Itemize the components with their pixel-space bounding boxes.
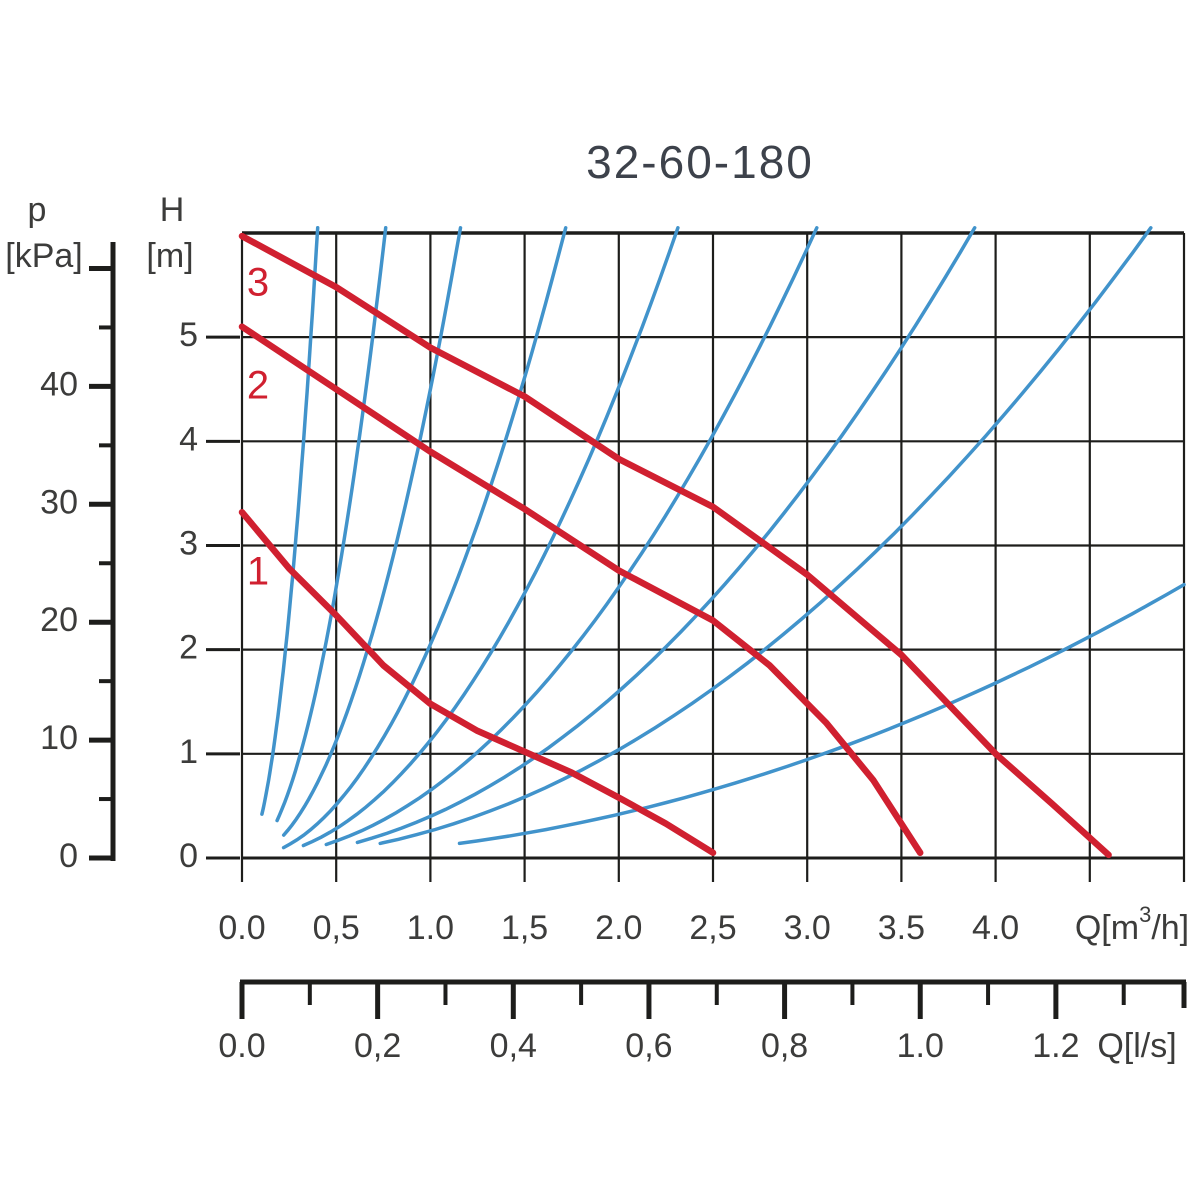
pressure-tick-label: 10 bbox=[40, 719, 78, 757]
head-tick-label: 1 bbox=[179, 733, 198, 771]
pump-curves: 3 2 1 bbox=[238, 232, 1112, 859]
flow-axis-unit-ls: Q[l/s] bbox=[1097, 1027, 1176, 1065]
flow-tick-label-ls: 0.0 bbox=[218, 1027, 265, 1065]
chart-title: 32-60-180 bbox=[586, 136, 814, 188]
flow-tick-label-ls: 1.2 bbox=[1032, 1027, 1079, 1065]
system-curve-4 bbox=[281, 226, 568, 850]
flow-tick-label-m3h: 1.0 bbox=[407, 909, 454, 947]
flow-tick-label-m3h: 0.0 bbox=[218, 909, 265, 947]
pressure-axis-name: p bbox=[28, 191, 47, 229]
flow-tick-label-m3h: 4.0 bbox=[972, 909, 1019, 947]
system-curve-2 bbox=[275, 226, 388, 823]
head-tick-label: 2 bbox=[179, 629, 198, 667]
head-tick-label: 3 bbox=[179, 524, 198, 562]
flow-tick-label-ls: 0,8 bbox=[761, 1027, 808, 1065]
axes bbox=[89, 242, 1187, 1019]
system-curve-3 bbox=[281, 226, 463, 837]
pressure-tick-label: 30 bbox=[40, 483, 78, 521]
head-tick-label: 0 bbox=[179, 837, 198, 875]
system-curves bbox=[260, 226, 1186, 850]
pump-curve-2 bbox=[238, 323, 924, 857]
flow-tick-label-m3h: 1,5 bbox=[501, 909, 548, 947]
pressure-tick-label: 40 bbox=[40, 365, 78, 403]
flow-tick-label-m3h: 3.0 bbox=[784, 909, 831, 947]
pump-curve-1 bbox=[238, 508, 717, 857]
flow-tick-label-m3h: 2,5 bbox=[689, 909, 736, 947]
flow-tick-label-m3h: 3.5 bbox=[878, 909, 925, 947]
pump-curve-label-1: 1 bbox=[247, 550, 269, 594]
system-curve-9 bbox=[457, 582, 1186, 846]
flow-tick-label-m3h: 2.0 bbox=[595, 909, 642, 947]
axis-labels: 0 1 2 3 4 5 H [m] 0 10 20 30 40 p [kPa] 0.0 0,5 1.0 1,5 2.0… bbox=[5, 191, 1189, 1065]
flow-axis-unit-m3h: Q[m3/h] bbox=[1075, 902, 1189, 947]
system-curve-5 bbox=[301, 226, 680, 848]
head-axis-name: H bbox=[160, 191, 185, 229]
grid bbox=[240, 231, 1186, 882]
head-axis-unit: [m] bbox=[146, 237, 193, 275]
flow-tick-label-ls: 1.0 bbox=[897, 1027, 944, 1065]
flow-tick-label-ls: 0,2 bbox=[354, 1027, 401, 1065]
pump-curve-label-2: 2 bbox=[247, 364, 269, 408]
flow-tick-label-ls: 0,4 bbox=[490, 1027, 537, 1065]
pressure-tick-label: 20 bbox=[40, 601, 78, 639]
head-tick-label: 5 bbox=[179, 316, 198, 354]
flow-tick-label-m3h: 0,5 bbox=[313, 909, 360, 947]
system-curve-8 bbox=[378, 226, 1153, 846]
pressure-axis-unit: [kPa] bbox=[5, 237, 82, 275]
flow-tick-label-ls: 0,6 bbox=[625, 1027, 672, 1065]
system-curve-7 bbox=[355, 226, 977, 845]
system-curve-6 bbox=[324, 226, 819, 847]
pump-curve-3 bbox=[238, 232, 1112, 859]
head-tick-label: 4 bbox=[179, 420, 198, 458]
pressure-tick-label: 0 bbox=[59, 837, 78, 875]
pump-curve-label-3: 3 bbox=[247, 261, 269, 305]
